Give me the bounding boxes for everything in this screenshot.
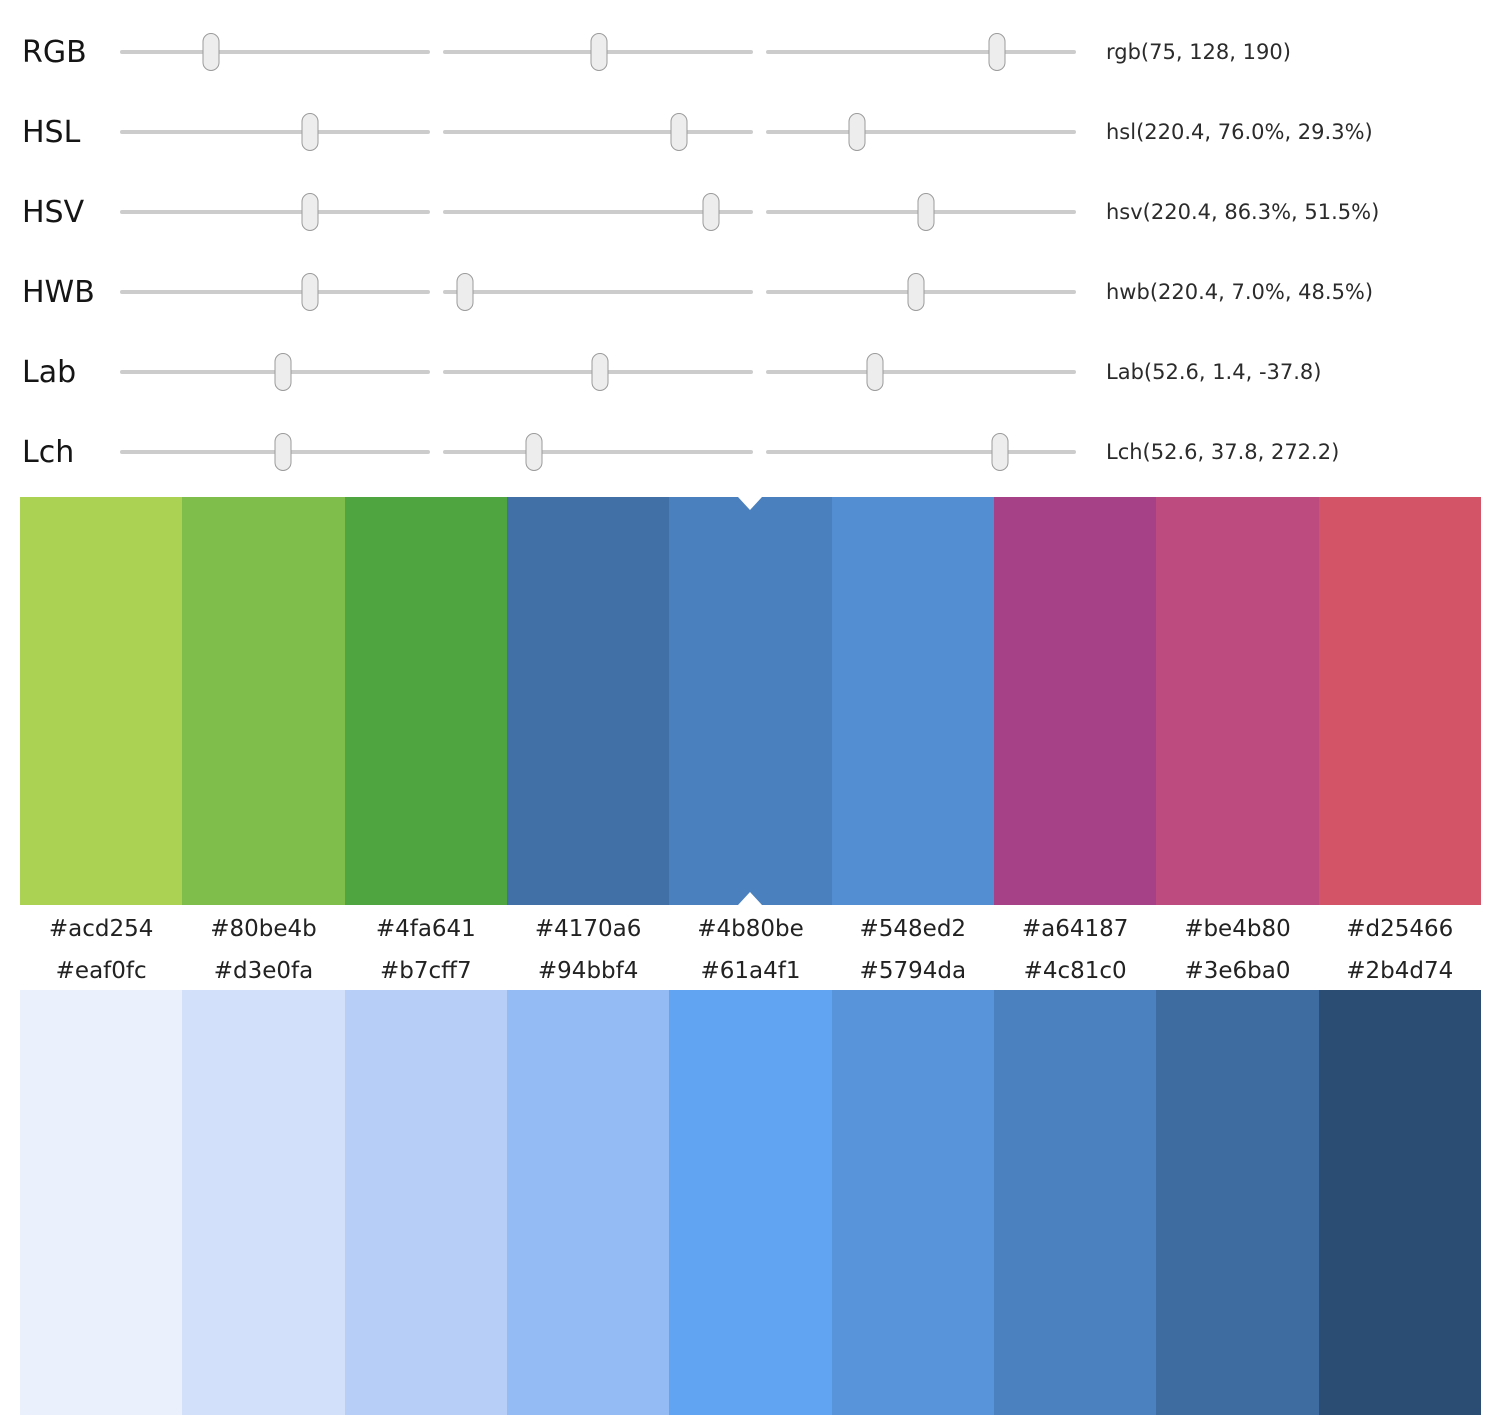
slider-track-hsl-0[interactable] — [120, 113, 430, 151]
slider-track-lch-2[interactable] — [766, 433, 1076, 471]
slider-thumb-hsl-0[interactable] — [301, 113, 319, 151]
tone-swatch-5[interactable] — [831, 990, 994, 1415]
slider-track-hsv-0[interactable] — [120, 193, 430, 231]
slider-thumb-lab-1[interactable] — [591, 353, 609, 391]
model-label-hsl: HSL — [22, 114, 81, 150]
tone-hex-label-3: #94bbf4 — [537, 958, 639, 984]
model-label-rgb: RGB — [22, 34, 87, 70]
tone-swatch-4[interactable] — [669, 990, 832, 1415]
slider-track-lab-2[interactable] — [766, 353, 1076, 391]
slider-track-hsv-2[interactable] — [766, 193, 1076, 231]
model-value-lab: Lab(52.6, 1.4, -37.8) — [1106, 360, 1322, 384]
tone-hex-label-6: #4c81c0 — [1023, 958, 1127, 984]
slider-thumb-lab-2[interactable] — [866, 353, 884, 391]
slider-row-hsl: HSL hsl(220.4, 76.0%, 29.3%) — [0, 92, 1501, 172]
selected-marker-bottom — [738, 892, 763, 905]
slider-thumb-hsv-0[interactable] — [301, 193, 319, 231]
slider-track-hwb-1[interactable] — [443, 273, 753, 311]
tone-hex-label-0: #eaf0fc — [55, 958, 147, 984]
slider-track-rgb-1[interactable] — [443, 33, 753, 71]
model-value-hwb: hwb(220.4, 7.0%, 48.5%) — [1106, 280, 1374, 304]
model-value-lch: Lch(52.6, 37.8, 272.2) — [1106, 440, 1340, 464]
slider-thumb-rgb-2[interactable] — [988, 33, 1006, 71]
tone-swatch-1[interactable] — [182, 990, 345, 1415]
slider-row-lab: Lab Lab(52.6, 1.4, -37.8) — [0, 332, 1501, 412]
tone-swatch-8[interactable] — [1318, 990, 1481, 1415]
slider-row-rgb: RGB rgb(75, 128, 190) — [0, 12, 1501, 92]
model-value-hsl: hsl(220.4, 76.0%, 29.3%) — [1106, 120, 1373, 144]
slider-thumb-hwb-2[interactable] — [907, 273, 925, 311]
hue-swatch-8[interactable] — [1318, 497, 1481, 905]
slider-thumb-lab-0[interactable] — [274, 353, 292, 391]
slider-thumb-hsv-1[interactable] — [702, 193, 720, 231]
slider-thumb-rgb-0[interactable] — [202, 33, 220, 71]
hue-swatch-6[interactable] — [993, 497, 1157, 905]
hue-hex-label-1: #80be4b — [210, 915, 317, 942]
tone-swatch-2[interactable] — [344, 990, 507, 1415]
slider-thumb-lch-1[interactable] — [525, 433, 543, 471]
hue-hex-label-7: #be4b80 — [1184, 915, 1291, 942]
model-label-lch: Lch — [22, 434, 75, 470]
tone-swatch-0[interactable] — [20, 990, 183, 1415]
slider-panel: RGB rgb(75, 128, 190) HSL hsl(220.4, 76.0%,… — [0, 0, 1501, 492]
hue-swatch-3[interactable] — [506, 497, 670, 905]
tone-hex-label-8: #2b4d74 — [1346, 958, 1454, 984]
slider-track-hsl-1[interactable] — [443, 113, 753, 151]
tone-swatch-3[interactable] — [506, 990, 670, 1415]
slider-track-hsl-2[interactable] — [766, 113, 1076, 151]
hue-hex-label-6: #a64187 — [1021, 915, 1129, 942]
slider-track-hsv-1[interactable] — [443, 193, 753, 231]
tone-swatch-7[interactable] — [1156, 990, 1319, 1415]
slider-thumb-hsl-1[interactable] — [670, 113, 688, 151]
slider-track-lch-1[interactable] — [443, 433, 753, 471]
slider-thumb-hsv-2[interactable] — [917, 193, 935, 231]
hue-swatch-1[interactable] — [182, 497, 345, 905]
model-label-hsv: HSV — [22, 194, 85, 230]
hue-swatch-0[interactable] — [20, 497, 183, 905]
slider-thumb-lch-0[interactable] — [274, 433, 292, 471]
slider-row-hsv: HSV hsv(220.4, 86.3%, 51.5%) — [0, 172, 1501, 252]
hue-swatch-4[interactable] — [669, 497, 832, 905]
hue-swatch-2[interactable] — [344, 497, 507, 905]
slider-thumb-hwb-0[interactable] — [301, 273, 319, 311]
hue-hex-label-3: #4170a6 — [534, 915, 642, 942]
tone-hex-label-7: #3e6ba0 — [1184, 958, 1291, 984]
tone-hex-label-5: #5794da — [859, 958, 967, 984]
model-label-hwb: HWB — [22, 274, 95, 310]
hue-hex-label-2: #4fa641 — [375, 915, 476, 942]
hue-swatch-5[interactable] — [831, 497, 994, 905]
slider-track-rgb-0[interactable] — [120, 33, 430, 71]
hue-swatch-7[interactable] — [1156, 497, 1319, 905]
slider-row-lch: Lch Lch(52.6, 37.8, 272.2) — [0, 412, 1501, 492]
model-value-hsv: hsv(220.4, 86.3%, 51.5%) — [1106, 200, 1380, 224]
hue-hex-label-5: #548ed2 — [859, 915, 967, 942]
hue-hex-label-4: #4b80be — [697, 915, 804, 942]
tone-swatch-6[interactable] — [993, 990, 1157, 1415]
hue-hex-label-0: #acd254 — [48, 915, 154, 942]
slider-thumb-rgb-1[interactable] — [590, 33, 608, 71]
hue-hex-labels: #acd254 #80be4b #4fa641 #4170a6 #4b80be #548e… — [20, 905, 1481, 952]
model-label-lab: Lab — [22, 354, 77, 390]
slider-track-lab-1[interactable] — [443, 353, 753, 391]
slider-track-lch-0[interactable] — [120, 433, 430, 471]
slider-row-hwb: HWB hwb(220.4, 7.0%, 48.5%) — [0, 252, 1501, 332]
tone-palette — [20, 990, 1481, 1415]
hue-hex-label-8: #d25466 — [1346, 915, 1454, 942]
tone-hex-label-1: #d3e0fa — [213, 958, 314, 984]
slider-track-rgb-2[interactable] — [766, 33, 1076, 71]
tone-hex-label-4: #61a4f1 — [700, 958, 801, 984]
tone-hex-labels: #eaf0fc #d3e0fa #b7cff7 #94bbf4 #61a4f1 #5794… — [20, 952, 1481, 990]
slider-thumb-hwb-1[interactable] — [456, 273, 474, 311]
slider-thumb-hsl-2[interactable] — [848, 113, 866, 151]
selected-marker-top — [738, 497, 763, 510]
model-value-rgb: rgb(75, 128, 190) — [1106, 40, 1291, 64]
slider-track-hwb-2[interactable] — [766, 273, 1076, 311]
slider-thumb-lch-2[interactable] — [991, 433, 1009, 471]
slider-track-hwb-0[interactable] — [120, 273, 430, 311]
slider-track-lab-0[interactable] — [120, 353, 430, 391]
hue-palette — [20, 497, 1481, 905]
tone-hex-label-2: #b7cff7 — [380, 958, 472, 984]
